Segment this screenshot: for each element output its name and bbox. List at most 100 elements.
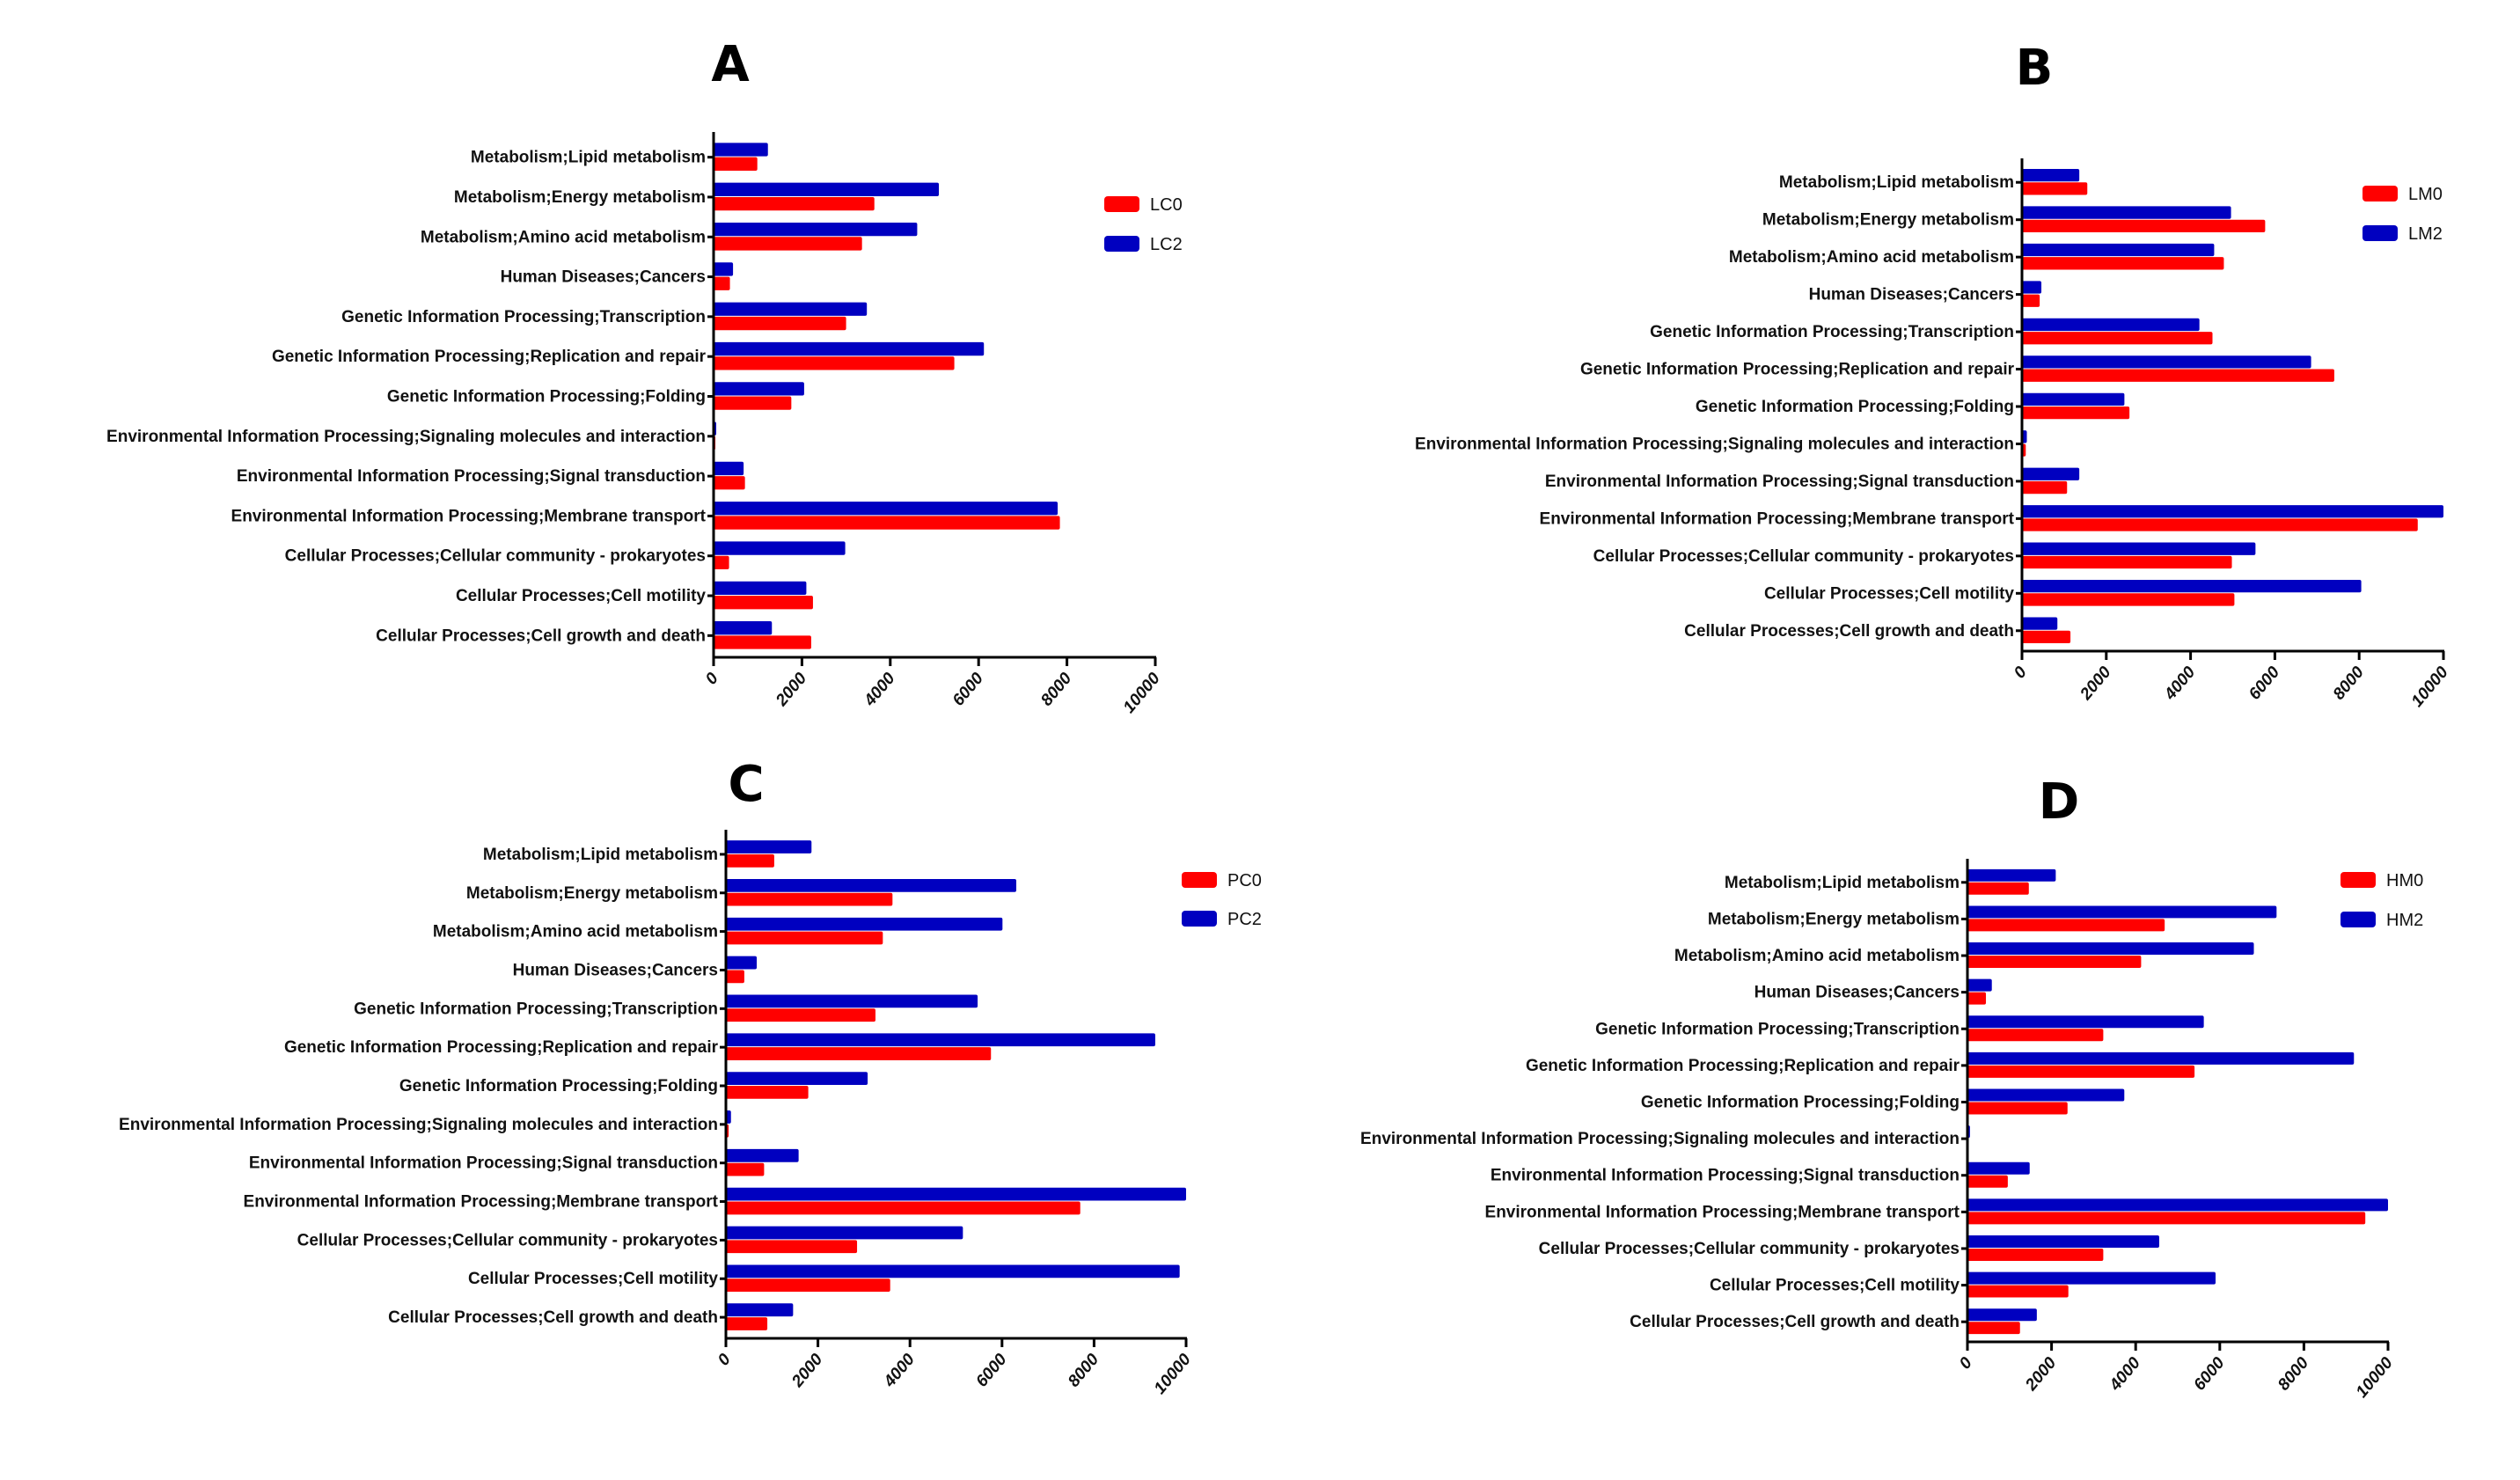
bar-lc2 [714, 302, 868, 316]
bar-pc2 [726, 1226, 963, 1240]
bar-pc2 [726, 917, 1003, 931]
x-tick-label: 0 [1956, 1353, 1976, 1373]
bar-pc0 [726, 1279, 890, 1293]
category-label: Metabolism;Energy metabolism [454, 188, 706, 207]
x-tick-label: 2000 [2077, 663, 2115, 704]
x-tick-label: 0 [702, 669, 722, 688]
legend-swatch-lc0 [1104, 196, 1139, 212]
bar-lm0 [2022, 294, 2040, 307]
panel-title: A [711, 36, 750, 93]
x-tick-label: 10000 [1151, 1350, 1195, 1397]
bar-pc2 [726, 994, 978, 1008]
bar-lm2 [2022, 206, 2231, 219]
category-label: Human Diseases;Cancers [1809, 286, 2014, 304]
bar-pc0 [726, 970, 744, 984]
bar-lc2 [714, 502, 1059, 516]
category-label: Metabolism;Lipid metabolism [483, 846, 718, 864]
category-label: Genetic Information Processing;Folding [1641, 1094, 1960, 1112]
bar-hm2 [1967, 1235, 2159, 1248]
category-label: Human Diseases;Cancers [501, 268, 706, 287]
category-label: Environmental Information Processing;Mem… [1540, 509, 2015, 528]
category-label: Cellular Processes;Cell growth and death [1684, 622, 2014, 641]
bar-lc2 [714, 182, 940, 196]
bar-hm0 [1967, 1285, 2069, 1298]
legend-label: HM0 [2386, 871, 2423, 890]
bar-pc0 [726, 1162, 765, 1176]
legend-label: PC0 [1227, 871, 1262, 890]
category-label: Environmental Information Processing;Mem… [1485, 1203, 1960, 1221]
bar-pc0 [726, 1086, 809, 1099]
x-tick-label: 6000 [2190, 1353, 2229, 1394]
bar-lc0 [714, 276, 730, 290]
category-label: Genetic Information Processing;Transcrip… [341, 308, 706, 326]
category-label: Genetic Information Processing;Folding [387, 388, 706, 407]
bar-lm0 [2022, 593, 2235, 606]
bar-hm0 [1967, 956, 2142, 969]
category-label: Environmental Information Processing;Sig… [237, 467, 706, 486]
category-label: Environmental Information Processing;Sig… [106, 428, 706, 446]
bar-lc2 [714, 262, 734, 276]
legend-label: LC2 [1150, 235, 1183, 254]
category-label: Cellular Processes;Cell growth and death [388, 1308, 718, 1327]
bar-lm2 [2022, 318, 2200, 332]
bar-hm2 [1967, 942, 2254, 956]
legend-swatch-pc0 [1182, 872, 1217, 888]
bar-hm0 [1967, 1065, 2195, 1078]
bar-pc0 [726, 1201, 1081, 1215]
bar-lc0 [714, 237, 862, 251]
bar-pc2 [726, 1033, 1155, 1047]
x-tick-label: 6000 [972, 1350, 1011, 1390]
bar-lc2 [714, 222, 918, 237]
bar-lc2 [714, 382, 804, 396]
panel-title: B [2016, 40, 2054, 97]
category-label: Cellular Processes;Cellular community - … [1593, 547, 2014, 566]
category-label: Metabolism;Amino acid metabolism [433, 923, 718, 941]
bar-lm0 [2022, 182, 2088, 195]
category-label: Metabolism;Lipid metabolism [1779, 173, 2014, 192]
x-tick-label: 8000 [2330, 663, 2369, 703]
bar-hm0 [1967, 882, 2029, 895]
bar-lc2 [714, 541, 846, 555]
bar-hm0 [1967, 1212, 2366, 1225]
bar-lm0 [2022, 257, 2224, 270]
bar-hm2 [1967, 868, 2056, 882]
category-label: Cellular Processes;Cellular community - … [285, 547, 706, 566]
bar-hm2 [1967, 1198, 2388, 1212]
category-label: Genetic Information Processing;Folding [1696, 398, 2014, 416]
category-label: Genetic Information Processing;Transcrip… [354, 1000, 718, 1018]
bar-lc0 [714, 316, 846, 331]
bar-pc2 [726, 1303, 794, 1317]
category-label: Metabolism;Energy metabolism [1708, 910, 1960, 928]
bar-pc0 [726, 854, 774, 868]
category-label: Environmental Information Processing;Sig… [1545, 473, 2014, 491]
bar-lm0 [2022, 518, 2418, 531]
bar-pc2 [726, 1072, 868, 1085]
x-tick-label: 0 [2011, 663, 2031, 682]
bar-lm2 [2022, 281, 2042, 294]
x-tick-label: 6000 [949, 669, 988, 709]
bar-hm2 [1967, 1088, 2125, 1102]
bar-lm2 [2022, 580, 2362, 593]
bar-pc2 [726, 956, 758, 970]
bar-hm0 [1967, 919, 2165, 932]
bar-lm0 [2022, 369, 2334, 382]
bar-lm2 [2022, 617, 2058, 630]
bar-hm2 [1967, 1308, 2037, 1322]
category-label: Environmental Information Processing;Sig… [249, 1154, 718, 1173]
bar-lm2 [2022, 542, 2256, 555]
category-label: Genetic Information Processing;Folding [399, 1077, 718, 1095]
bar-lc0 [714, 157, 758, 171]
bar-hm2 [1967, 905, 2277, 919]
category-label: Cellular Processes;Cell motility [456, 587, 706, 605]
bar-lc0 [714, 396, 792, 410]
legend-swatch-hm2 [2341, 912, 2376, 927]
legend-swatch-hm0 [2341, 872, 2376, 888]
x-tick-label: 10000 [2408, 663, 2452, 710]
legend-label: LM2 [2408, 224, 2443, 244]
bar-lc0 [714, 596, 813, 610]
category-label: Genetic Information Processing;Replicati… [272, 348, 707, 366]
bar-lc0 [714, 476, 745, 490]
bar-lm2 [2022, 168, 2080, 182]
category-label: Human Diseases;Cancers [1754, 984, 1960, 1002]
bar-hm0 [1967, 1248, 2104, 1261]
